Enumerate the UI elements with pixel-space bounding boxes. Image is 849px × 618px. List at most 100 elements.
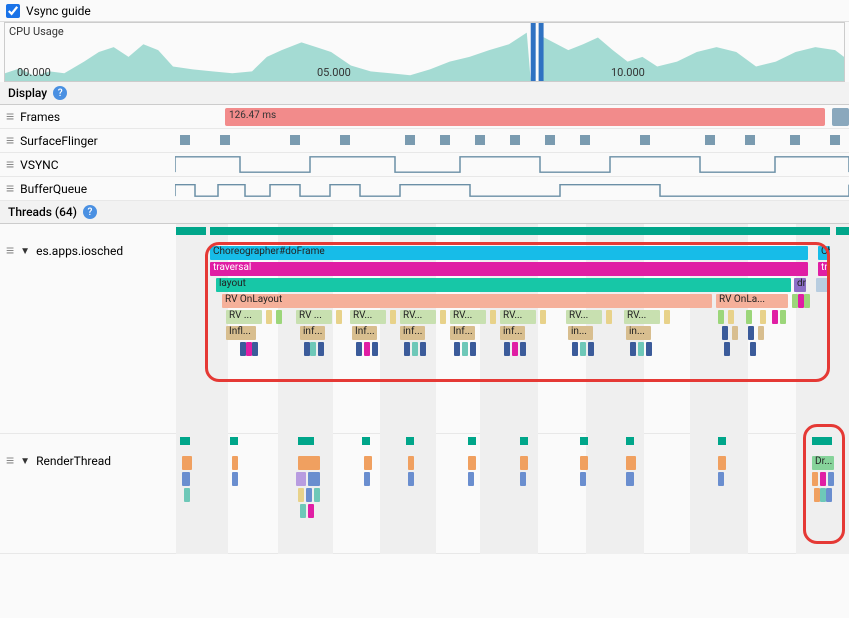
trace-slice[interactable]: RV... bbox=[500, 310, 536, 324]
trace-slice[interactable] bbox=[300, 504, 306, 518]
trace-slice[interactable] bbox=[276, 310, 282, 324]
trace-slice[interactable]: RV... bbox=[350, 310, 386, 324]
sf-event[interactable] bbox=[745, 135, 755, 145]
trace-slice[interactable] bbox=[298, 456, 320, 470]
trace-slice[interactable] bbox=[520, 472, 526, 486]
trace-slice[interactable] bbox=[308, 504, 314, 518]
trace-slice[interactable] bbox=[408, 472, 414, 486]
collapse-icon[interactable]: ▼ bbox=[20, 246, 30, 257]
trace-slice[interactable] bbox=[232, 456, 238, 470]
sf-event[interactable] bbox=[405, 135, 415, 145]
trace-slice[interactable] bbox=[314, 488, 320, 502]
drag-icon[interactable]: ≡ bbox=[6, 158, 14, 172]
trace-slice[interactable]: traversal bbox=[210, 262, 808, 276]
sf-event[interactable] bbox=[830, 135, 840, 145]
trace-slice[interactable]: Dr... bbox=[812, 456, 834, 470]
trace-slice[interactable] bbox=[746, 310, 752, 324]
drag-icon[interactable]: ≡ bbox=[6, 182, 14, 196]
trace-slice[interactable] bbox=[780, 310, 786, 324]
trace-slice[interactable]: Infl... bbox=[226, 326, 256, 340]
display-section-header[interactable]: Display ? bbox=[0, 82, 849, 105]
trace-slice[interactable] bbox=[750, 342, 756, 356]
trace-slice[interactable]: layout bbox=[216, 278, 791, 292]
trace-slice[interactable] bbox=[520, 456, 528, 470]
trace-slice[interactable] bbox=[390, 310, 396, 324]
trace-slice[interactable]: RV... bbox=[400, 310, 436, 324]
trace-slice[interactable] bbox=[468, 456, 476, 470]
trace-slice[interactable] bbox=[454, 342, 460, 356]
trace-slice[interactable]: in... bbox=[568, 326, 593, 340]
vsync-track[interactable] bbox=[175, 153, 849, 176]
trace-slice[interactable] bbox=[310, 342, 316, 356]
trace-slice[interactable] bbox=[364, 472, 370, 486]
trace-slice[interactable] bbox=[364, 342, 370, 356]
trace-slice[interactable]: dr... bbox=[794, 278, 806, 292]
trace-slice[interactable] bbox=[718, 310, 724, 324]
trace-slice[interactable] bbox=[646, 342, 652, 356]
trace-slice[interactable] bbox=[722, 326, 728, 340]
trace-slice[interactable]: Inf... bbox=[352, 326, 377, 340]
trace-slice[interactable] bbox=[812, 472, 818, 486]
trace-slice[interactable] bbox=[306, 488, 312, 502]
trace-slice[interactable] bbox=[816, 278, 830, 292]
trace-slice[interactable] bbox=[718, 456, 726, 470]
trace-slice[interactable]: RV OnLayout bbox=[222, 294, 712, 308]
sf-event[interactable] bbox=[220, 135, 230, 145]
frame-pill[interactable]: 126.47 ms bbox=[225, 108, 825, 126]
sf-event[interactable] bbox=[440, 135, 450, 145]
trace-slice[interactable] bbox=[772, 310, 778, 324]
drag-icon[interactable]: ≡ bbox=[6, 110, 14, 124]
trace-slice[interactable] bbox=[580, 456, 588, 470]
trace-slice[interactable] bbox=[724, 342, 730, 356]
trace-slice[interactable] bbox=[468, 472, 474, 486]
trace-slice[interactable] bbox=[664, 310, 670, 324]
trace-slice[interactable] bbox=[504, 342, 510, 356]
sf-event[interactable] bbox=[180, 135, 190, 145]
trace-slice[interactable] bbox=[184, 488, 190, 502]
surfaceflinger-track[interactable] bbox=[175, 129, 849, 152]
trace-slice[interactable] bbox=[638, 342, 644, 356]
sf-event[interactable] bbox=[580, 135, 590, 145]
trace-slice[interactable] bbox=[630, 342, 636, 356]
trace-slice[interactable] bbox=[298, 488, 304, 502]
sf-event[interactable] bbox=[510, 135, 520, 145]
drag-icon[interactable]: ≡ bbox=[6, 244, 14, 258]
trace-slice[interactable]: Choreographer#doFrame bbox=[210, 246, 808, 260]
trace-slice[interactable] bbox=[404, 342, 410, 356]
trace-slice[interactable] bbox=[470, 342, 476, 356]
sf-event[interactable] bbox=[475, 135, 485, 145]
trace-slice[interactable] bbox=[364, 456, 372, 470]
trace-slice[interactable] bbox=[826, 488, 832, 502]
trace-slice[interactable]: Inf... bbox=[450, 326, 475, 340]
trace-slice[interactable] bbox=[296, 472, 306, 486]
trace-slice[interactable] bbox=[520, 342, 526, 356]
trace-slice[interactable] bbox=[728, 310, 734, 324]
drag-icon[interactable]: ≡ bbox=[6, 454, 14, 468]
drag-icon[interactable]: ≡ bbox=[6, 134, 14, 148]
trace-slice[interactable]: RV OnLa... bbox=[716, 294, 788, 308]
trace-slice[interactable] bbox=[758, 326, 764, 340]
trace-slice[interactable]: RV... bbox=[624, 310, 660, 324]
trace-slice[interactable]: Ch... bbox=[818, 246, 830, 260]
trace-slice[interactable]: RV... bbox=[450, 310, 486, 324]
trace-slice[interactable]: RV ... bbox=[226, 310, 262, 324]
trace-slice[interactable] bbox=[412, 342, 418, 356]
trace-slice[interactable] bbox=[372, 342, 378, 356]
collapse-icon[interactable]: ▼ bbox=[20, 456, 30, 467]
trace-slice[interactable] bbox=[572, 342, 578, 356]
trace-slice[interactable] bbox=[804, 294, 810, 308]
trace-slice[interactable] bbox=[440, 310, 446, 324]
trace-slice[interactable] bbox=[820, 472, 826, 486]
trace-slice[interactable] bbox=[760, 310, 766, 324]
sf-event[interactable] bbox=[545, 135, 555, 145]
trace-slice[interactable]: RV ... bbox=[296, 310, 332, 324]
trace-slice[interactable] bbox=[732, 326, 738, 340]
trace-slice[interactable]: inf... bbox=[400, 326, 425, 340]
trace-slice[interactable] bbox=[580, 472, 586, 486]
threads-section-header[interactable]: Threads (64) ? bbox=[0, 201, 849, 224]
sf-event[interactable] bbox=[340, 135, 350, 145]
trace-slice[interactable] bbox=[356, 342, 362, 356]
trace-slice[interactable] bbox=[828, 472, 834, 486]
frames-track[interactable]: 126.47 ms bbox=[175, 105, 849, 128]
trace-slice[interactable]: inf... bbox=[300, 326, 325, 340]
